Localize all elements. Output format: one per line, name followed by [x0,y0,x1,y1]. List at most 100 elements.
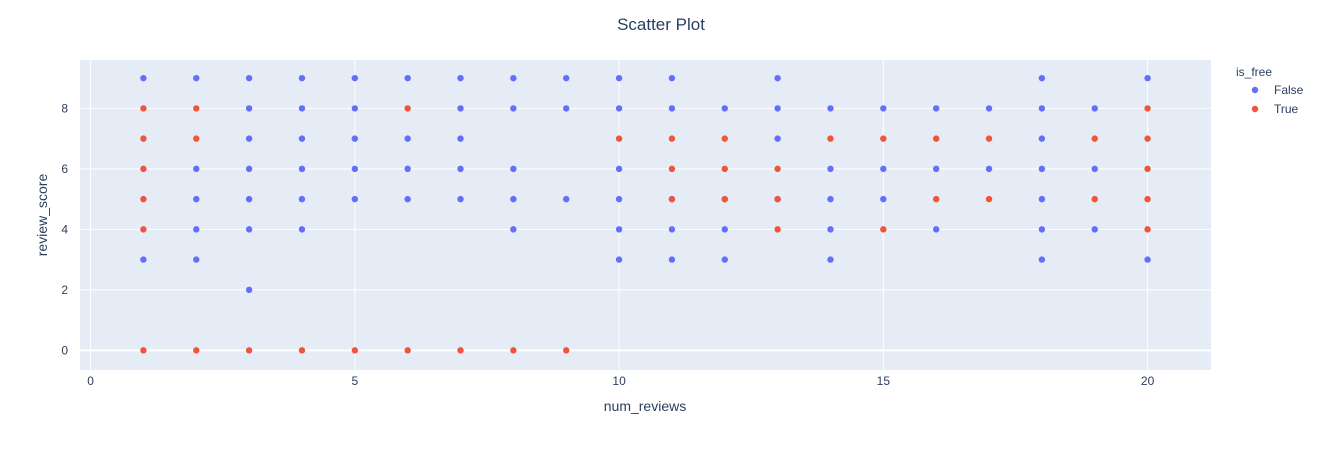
data-point [1144,226,1151,233]
legend-label: True [1274,102,1299,116]
data-point [298,74,306,82]
x-axis-ticks: 0 5 10 15 20 [87,374,1154,388]
data-point [774,105,781,112]
data-point [1091,165,1098,173]
data-point [404,347,411,354]
legend-items: False True [1251,83,1304,116]
data-point [510,226,517,233]
data-point [721,135,728,142]
data-point [510,195,517,203]
data-point [827,135,834,142]
data-point [1144,195,1151,203]
legend: is_free False True [1236,65,1304,116]
data-points [140,74,1151,354]
data-point [668,105,676,112]
data-point [140,347,147,354]
data-point [668,226,676,233]
data-point [140,195,147,203]
legend-item-true[interactable]: True [1251,102,1299,116]
data-point [827,105,834,112]
data-point [298,165,306,173]
data-point [510,74,517,82]
data-point [457,105,464,112]
x-tick-label: 15 [877,374,891,388]
data-point [1091,135,1098,142]
data-point [404,165,411,173]
data-point [457,347,464,354]
data-point [615,74,623,82]
y-tick-label: 0 [61,343,68,357]
y-axis-ticks: 0 2 4 6 8 [61,101,68,357]
data-point [880,195,887,203]
data-point [721,256,728,263]
data-point [457,135,464,142]
series-true [140,105,1151,354]
data-point [140,226,147,233]
data-point [193,256,200,263]
data-point [563,347,570,354]
y-tick-label: 6 [61,162,68,176]
data-point [457,165,464,173]
data-point [668,135,676,142]
x-tick-label: 5 [351,374,358,388]
plot-area [80,60,1211,370]
y-tick-label: 2 [61,283,68,297]
data-point [615,226,623,233]
x-tick-label: 20 [1141,374,1155,388]
data-point [457,74,464,82]
data-point [827,195,834,203]
data-point [985,165,993,173]
data-point [932,105,940,112]
legend-title: is_free [1236,65,1272,79]
data-point [193,105,200,112]
data-point [721,165,728,173]
legend-marker [1251,105,1259,113]
grid-lines [80,60,1211,370]
y-tick-label: 4 [61,222,68,236]
data-point [932,135,940,142]
data-point [245,74,253,82]
data-point [351,165,359,173]
data-point [193,74,200,82]
data-point [457,195,464,203]
data-point [1038,105,1046,112]
data-point [827,256,834,263]
data-point [880,165,887,173]
data-point [1091,105,1098,112]
legend-item-false[interactable]: False [1251,83,1304,97]
x-tick-label: 0 [87,374,94,388]
data-point [668,74,676,82]
data-point [668,165,676,173]
data-point [880,105,887,112]
data-point [140,74,147,82]
x-tick-label: 10 [612,374,626,388]
data-point [245,165,253,173]
data-point [193,226,200,233]
data-point [298,105,306,112]
data-point [140,105,147,112]
data-point [668,195,676,203]
data-point [1144,135,1151,142]
chart-title: Scatter Plot [617,15,705,34]
data-point [827,165,834,173]
data-point [193,135,200,142]
data-point [615,135,623,142]
data-point [827,226,834,233]
data-point [245,105,253,112]
data-point [615,165,623,173]
data-point [1038,165,1046,173]
legend-label: False [1274,83,1304,97]
data-point [298,347,306,354]
data-point [615,105,623,112]
data-point [1038,226,1046,233]
data-point [774,165,781,173]
data-point [774,135,781,142]
x-axis-title: num_reviews [604,398,686,414]
data-point [140,165,147,173]
data-point [615,195,623,203]
data-point [1038,256,1046,263]
data-point [193,195,200,203]
data-point [510,347,517,354]
data-point [932,165,940,173]
